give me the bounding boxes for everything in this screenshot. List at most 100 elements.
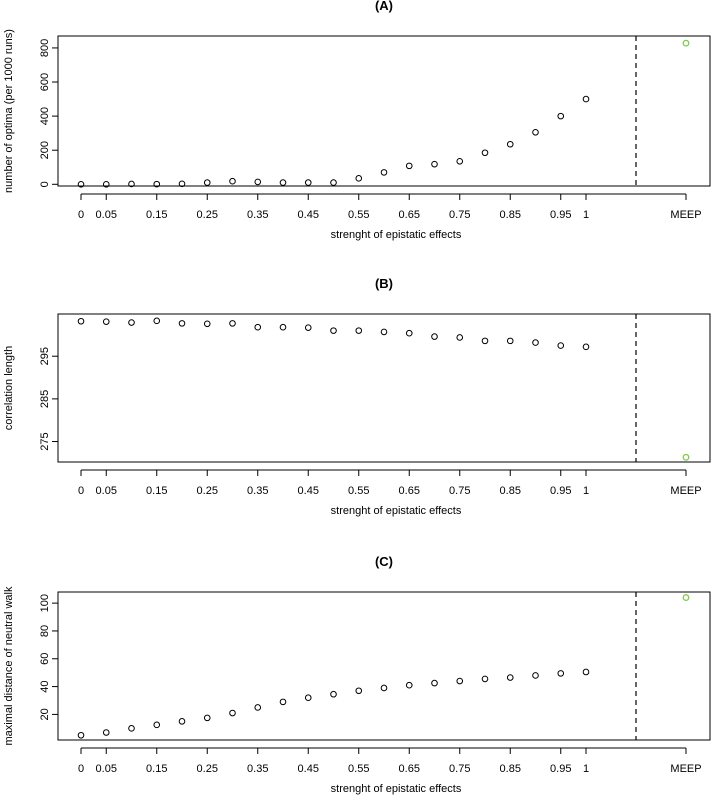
data-point [355, 687, 363, 695]
data-point [229, 177, 236, 185]
x-axis-label: strenght of epistatic effects [331, 783, 462, 795]
x-tick-label: 1 [583, 763, 589, 775]
x-axis-label: strenght of epistatic effects [331, 229, 462, 241]
data-point [506, 674, 514, 681]
x-tick-label: 1 [583, 209, 589, 221]
x-tick-label: 0.35 [247, 485, 268, 497]
data-point [279, 323, 287, 331]
data-point [203, 714, 211, 722]
x-tick-label: 0.15 [146, 209, 167, 221]
x-tick-label: 0.95 [550, 485, 571, 497]
x-tick-label: 0.75 [449, 209, 470, 221]
data-point [380, 684, 388, 692]
meep-point [682, 39, 690, 47]
meep-point [682, 594, 690, 601]
x-tick-label: 0.25 [197, 485, 218, 497]
data-point [102, 180, 110, 188]
x-tick-label: 0 [78, 485, 84, 497]
panel-title: (C) [375, 554, 393, 569]
data-point [532, 672, 539, 679]
y-tick-label: 200 [39, 141, 51, 159]
data-point [128, 319, 135, 326]
data-point [77, 317, 85, 325]
panel-1: (A) 0 200 400 600 800 number of optima (per 10… [3, 0, 711, 241]
y-tick-label: 275 [39, 432, 51, 450]
data-point [456, 334, 464, 341]
x-tick-label-meep: MEEP [670, 763, 701, 775]
x-tick-label: 0.25 [197, 763, 218, 775]
data-point [380, 328, 388, 336]
data-point [102, 729, 110, 736]
data-point [355, 327, 363, 334]
data-point [178, 718, 186, 725]
y-tick-label: 40 [39, 680, 51, 692]
x-tick-label: 0.55 [348, 485, 369, 497]
data-point [229, 709, 236, 717]
data-point [178, 320, 186, 327]
data-point [506, 140, 514, 148]
data-point [279, 179, 287, 186]
data-point [102, 318, 110, 325]
data-point [582, 343, 590, 351]
y-axis-label: maximal distance of neutral walk [3, 586, 15, 745]
data-point [405, 681, 413, 689]
x-tick-label: 0.15 [146, 763, 167, 775]
data-point [481, 149, 489, 157]
data-point [128, 725, 135, 732]
data-point [557, 112, 565, 120]
x-tick-label-meep: MEEP [670, 485, 701, 497]
panel-title: (A) [375, 0, 393, 13]
data-point [557, 670, 565, 677]
data-point [582, 95, 590, 103]
x-tick-label: 0 [78, 209, 84, 221]
x-tick-label: 0.75 [449, 763, 470, 775]
x-tick-label: 0.35 [247, 209, 268, 221]
plot-frame [57, 313, 711, 463]
y-tick-label: 100 [39, 594, 51, 612]
x-tick-label: 0.55 [348, 209, 369, 221]
data-point [532, 339, 539, 346]
data-point [279, 698, 287, 706]
y-tick-label: 285 [39, 390, 51, 408]
data-point [203, 179, 211, 186]
plot-frame [57, 35, 711, 187]
x-tick-label: 0.65 [399, 763, 420, 775]
y-tick-label: 295 [39, 347, 51, 365]
x-tick-label: 0.05 [96, 209, 117, 221]
panel-3: (C) 20 40 60 80 100 maximal distance of neutra… [3, 554, 711, 795]
data-point [506, 337, 514, 345]
x-tick-label: 0.45 [298, 485, 319, 497]
x-tick-label: 0.35 [247, 763, 268, 775]
data-point [153, 721, 161, 729]
data-point [481, 337, 489, 345]
data-point [582, 668, 590, 676]
x-tick-label: 0.05 [96, 763, 117, 775]
x-tick-label: 0.95 [550, 209, 571, 221]
data-point [431, 333, 438, 340]
x-tick-label: 0.65 [399, 485, 420, 497]
data-point [380, 169, 388, 176]
x-tick-label: 0.15 [146, 485, 167, 497]
y-tick-label: 0 [39, 181, 51, 187]
x-tick-label: 0.05 [96, 485, 117, 497]
data-point [254, 323, 262, 331]
x-tick-label: 0 [78, 763, 84, 775]
data-point [77, 731, 85, 739]
plot-frame [57, 591, 711, 741]
data-point [77, 180, 85, 188]
data-point [229, 320, 236, 327]
data-point [330, 179, 337, 186]
x-tick-label: 0.95 [550, 763, 571, 775]
y-tick-label: 20 [39, 708, 51, 720]
x-tick-label: 0.45 [298, 763, 319, 775]
data-point [203, 320, 211, 328]
data-point [355, 175, 363, 182]
x-tick-label: 0.85 [500, 209, 521, 221]
data-point [481, 675, 489, 683]
data-point [330, 690, 337, 698]
x-tick-label-meep: MEEP [670, 209, 701, 221]
meep-point [682, 453, 690, 461]
x-tick-label: 0.85 [500, 485, 521, 497]
data-point [178, 180, 186, 188]
data-point [254, 178, 262, 186]
